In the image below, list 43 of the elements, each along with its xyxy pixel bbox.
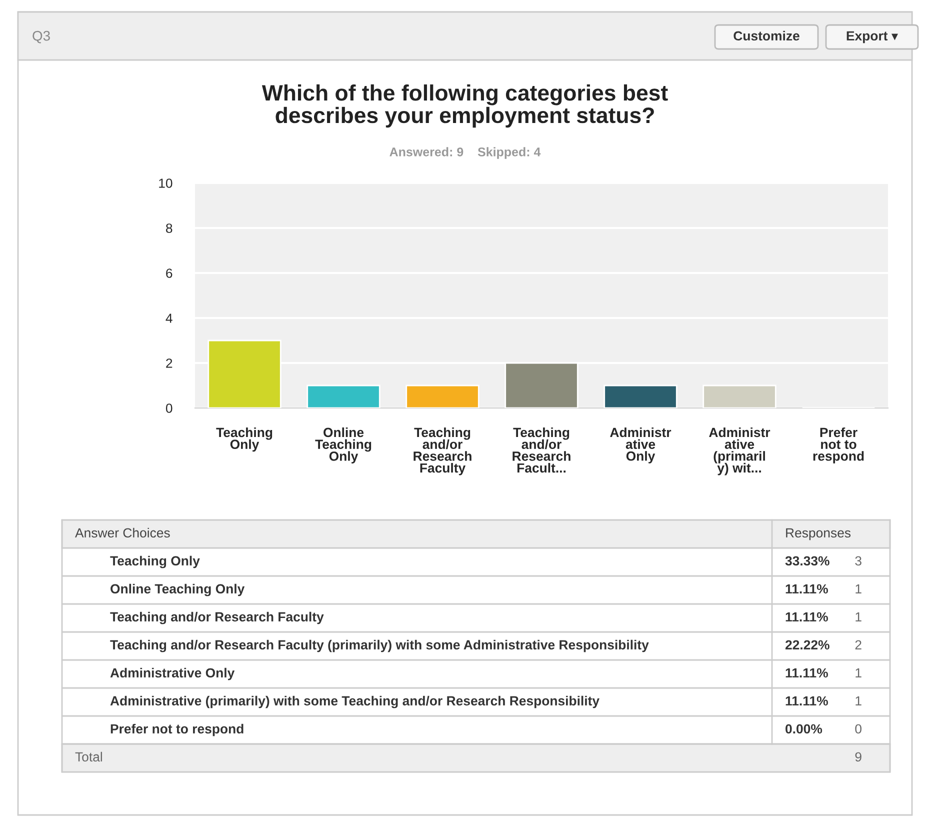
text: 33.33% [785, 556, 830, 566]
text: Q3 [32, 30, 50, 44]
text: 3 [855, 556, 862, 566]
x-tick-label: Prefer not to respond [813, 427, 864, 464]
text: Total [75, 752, 102, 762]
x-tick-label: Administr ative Only [610, 427, 672, 464]
text: Prefer not to respond [110, 724, 244, 736]
text: 11.11% [786, 584, 828, 594]
text: Answer Choices [75, 528, 170, 538]
y-tick-label: 8 [166, 224, 172, 233]
chart-title: Which of the following categories best describes your employment status? [262, 84, 668, 128]
text: 11.11% [786, 668, 828, 678]
text: 1 [856, 584, 862, 594]
text: 1 [856, 696, 862, 706]
text: 0.00% [786, 724, 822, 734]
text: 1 [856, 668, 862, 678]
text: 9 [855, 752, 862, 762]
text: 0 [855, 724, 862, 734]
text: 2 [855, 640, 862, 650]
y-tick-label: 6 [166, 268, 172, 278]
y-tick-label: 2 [166, 358, 172, 368]
text: Teaching and/or Research Faculty [110, 612, 324, 624]
text: 11.11% [786, 696, 828, 706]
text: 22.22% [785, 640, 830, 650]
x-tick-label: Administr ative (primaril y) wit... [709, 427, 770, 476]
y-tick-label: 0 [166, 404, 172, 413]
text: Administrative (primarily) with some Teaching and/or Research Responsibility [110, 696, 600, 708]
x-tick-label: Online Teaching Only [315, 427, 372, 464]
x-tick-label: Teaching and/or Research Facult... [512, 427, 570, 473]
y-tick-label: 4 [166, 314, 172, 323]
chart-subtitle: Answered: 9 Skipped: 4 [390, 147, 541, 159]
text: Administrative Only [110, 668, 235, 680]
text: 11.11% [786, 612, 828, 622]
x-tick-label: Teaching and/or Research Faculty [414, 427, 472, 476]
text: Responses [786, 528, 851, 540]
text: Teaching Only [110, 556, 200, 568]
y-tick-label: 10 [159, 178, 172, 188]
text: Export ▾ [846, 31, 898, 44]
text: Customize [734, 30, 800, 41]
x-tick-label: Teaching Only [216, 427, 272, 452]
text: Teaching and/or Research Faculty (primarily) with some Administrative Responsibility [110, 640, 649, 652]
text: 1 [856, 612, 862, 622]
text: Online Teaching Only [110, 584, 245, 596]
